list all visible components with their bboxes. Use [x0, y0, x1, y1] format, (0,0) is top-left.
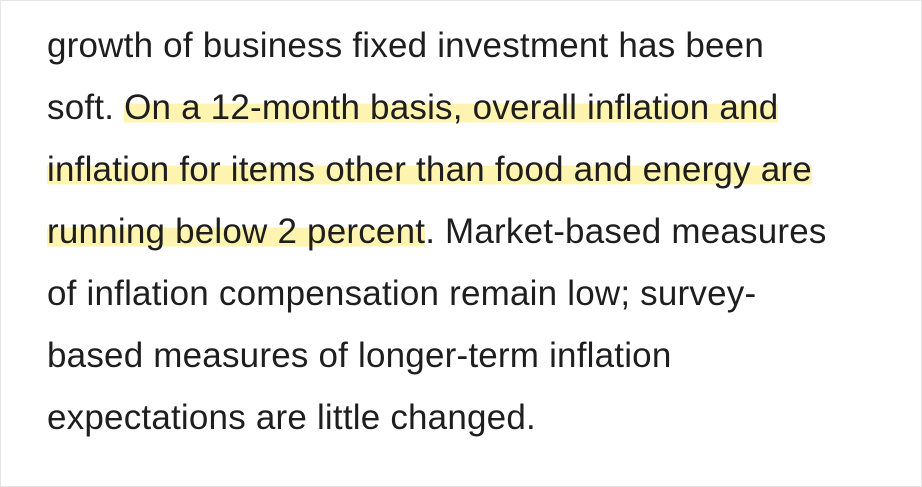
text: based measures of longer-term inflation	[47, 336, 672, 375]
highlighted-text: inflation for items other than food and …	[47, 150, 812, 189]
text: of inflation compensation remain low; su…	[47, 274, 757, 313]
text-line: growth of business fixed investment has …	[47, 15, 764, 77]
text-line: inflation for items other than food and …	[47, 139, 812, 201]
text-line: expectations are little changed.	[47, 387, 536, 449]
text: expectations are little changed.	[47, 398, 536, 437]
highlighted-text: On a 12-month basis, overall inflation a…	[124, 88, 779, 127]
text-line: soft. On a 12-month basis, overall infla…	[47, 77, 779, 139]
text: growth of business fixed investment has …	[47, 26, 764, 65]
text: . Market-based measures	[425, 212, 827, 251]
text: soft.	[47, 88, 125, 127]
text-line: of inflation compensation remain low; su…	[47, 263, 756, 325]
text-line: running below 2 percent. Market-based me…	[47, 201, 827, 263]
highlighted-text: running below 2 percent	[47, 212, 426, 251]
text-line: based measures of longer-term inflation	[47, 325, 672, 387]
